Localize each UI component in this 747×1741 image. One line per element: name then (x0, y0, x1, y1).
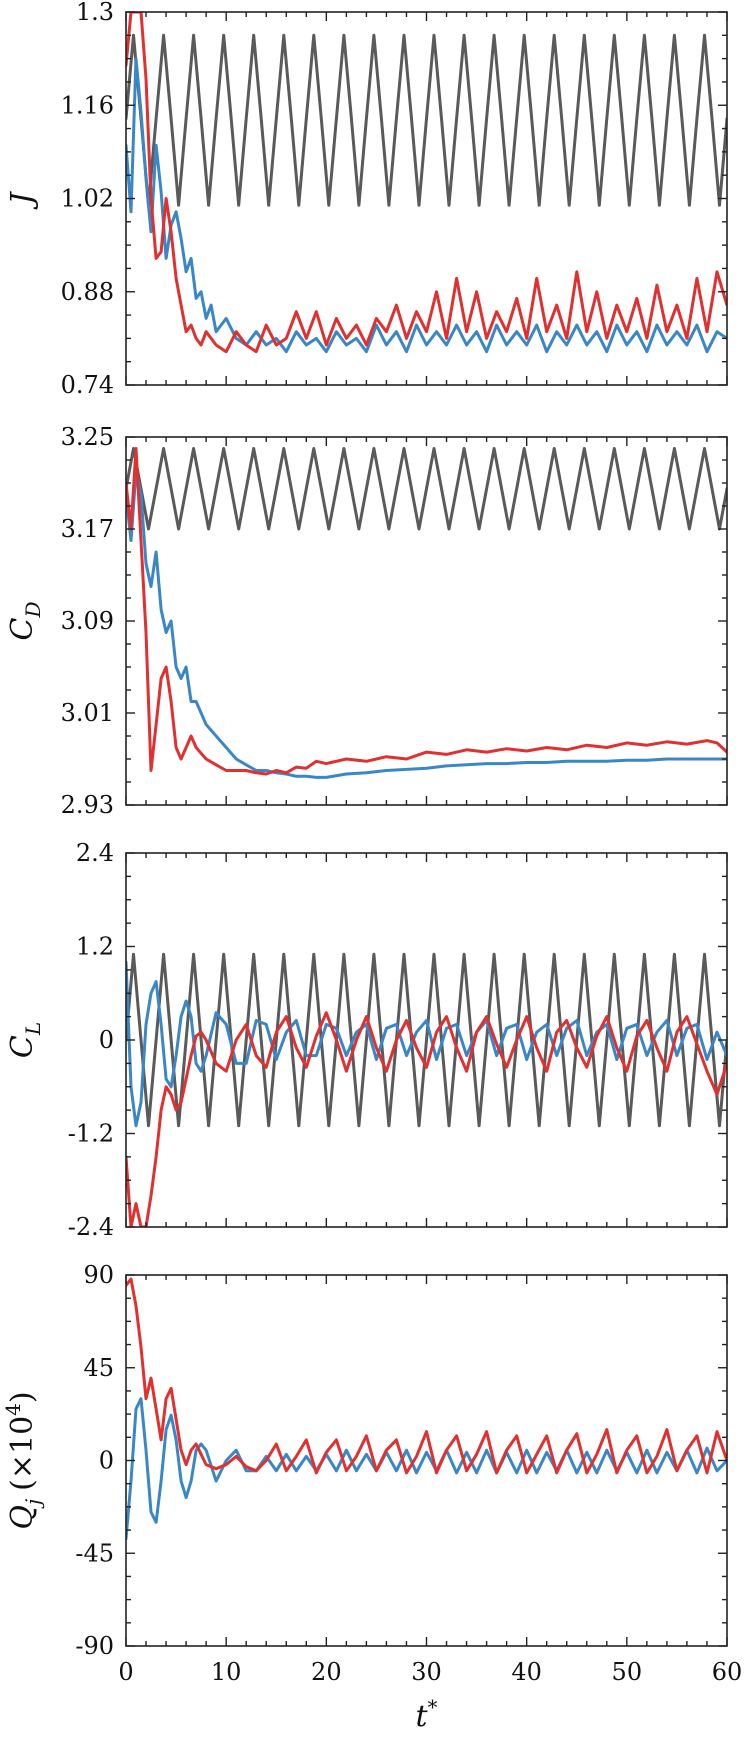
y-tick-label: 3.01 (61, 699, 114, 727)
y-tick-label: 2.4 (76, 839, 114, 867)
y-tick-label: 0.74 (61, 371, 114, 399)
series-group (126, 12, 727, 354)
y-tick-label: 1.3 (76, 0, 114, 26)
y-tick-label: -1.2 (68, 1120, 114, 1148)
y-tick-label: 1.02 (61, 185, 114, 213)
series-group (126, 447, 727, 779)
y-axis-label: CD (5, 601, 45, 640)
series-group (126, 952, 727, 1227)
y-tick-label: 3.17 (61, 515, 114, 543)
x-tick-label: 20 (311, 1658, 342, 1686)
y-tick-label: -90 (75, 1632, 114, 1660)
x-tick-label: 0 (118, 1658, 133, 1686)
series-line-1 (126, 1277, 727, 1475)
plot-frame (125, 1274, 728, 1647)
x-tick-label: 60 (712, 1658, 743, 1686)
y-tick-label: 2.93 (61, 791, 114, 819)
series-line-0 (126, 447, 727, 531)
panel-cl: -2.4 -1.2 0 1.2 2.4 CL (5, 839, 728, 1241)
x-tick-label: 40 (511, 1658, 542, 1686)
series-line-0 (126, 33, 727, 207)
y-tick-label: 0.88 (61, 278, 114, 306)
series-group (126, 1277, 727, 1541)
y-tick-label: 90 (83, 1261, 114, 1289)
panel-j: 0.74 0.88 1.02 1.16 1.3 J (5, 0, 728, 399)
x-axis-label: t* (415, 1695, 437, 1734)
series-line-2 (126, 447, 727, 776)
panel-cd: 2.93 3.01 3.09 3.17 3.25 CD (5, 423, 728, 819)
series-line-1 (126, 57, 727, 354)
series-line-0 (126, 952, 727, 1128)
y-tick-label: 45 (83, 1354, 114, 1382)
y-tick-label: 3.09 (61, 607, 114, 635)
y-tick-label: 0 (99, 1026, 114, 1054)
y-axis-label: Qj(×104) (1, 1391, 45, 1529)
y-tick-label: 1.16 (61, 91, 114, 119)
y-tick-label: -45 (75, 1539, 114, 1567)
y-axis-label: J (5, 191, 40, 211)
y-tick-label: 3.25 (61, 423, 114, 451)
series-line-2 (126, 1011, 727, 1227)
panel-qj: -90 -45 0 45 90 0 10 20 30 40 50 60 Qj(×104) t* (1, 1261, 742, 1734)
x-tick-label: 10 (211, 1658, 242, 1686)
y-axis-label: CL (5, 1022, 45, 1058)
series-line-1 (126, 960, 727, 1128)
series-line-2 (126, 12, 727, 354)
y-tick-label: 1.2 (76, 933, 114, 961)
series-line-1 (126, 470, 727, 779)
x-tick-label: 30 (411, 1658, 442, 1686)
y-tick-label: -2.4 (68, 1213, 114, 1241)
y-tick-label: 0 (99, 1447, 114, 1475)
x-tick-label: 50 (612, 1658, 643, 1686)
